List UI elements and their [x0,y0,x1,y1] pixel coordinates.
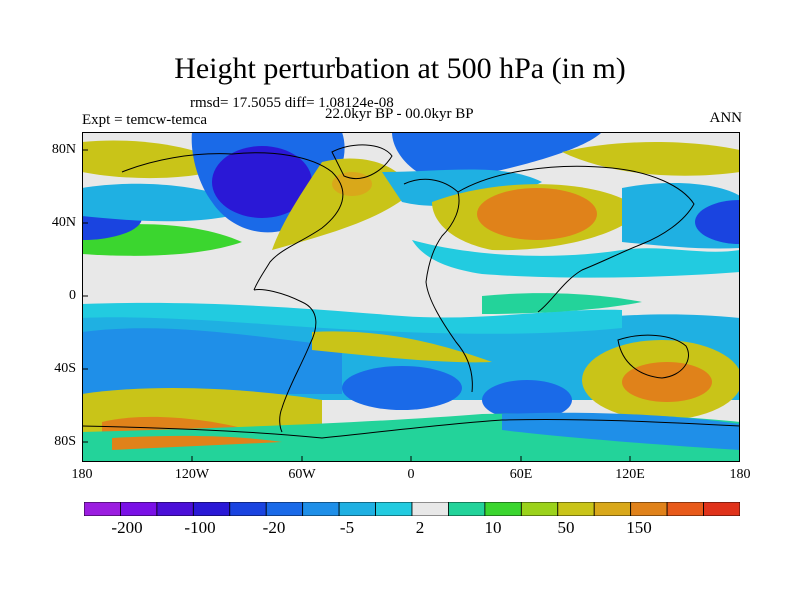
lat-tick-80s: 80S [54,434,76,449]
colorbar-swatch-7 [302,502,340,516]
coast-europe-africa [403,178,473,393]
colorbar-swatch-4 [192,502,231,516]
contour-east-pacific-blue [695,200,740,244]
colorbar-swatch-2 [120,502,158,516]
coast-australia [617,334,689,379]
contour-pacific-s-orange [622,362,712,402]
colorbar-label-5: 2 [415,518,425,537]
coast-greenland [331,144,393,179]
time-period-text: 22.0kyr BP - 00.0kyr BP [325,106,474,122]
colorbar-label-3: -20 [262,518,286,537]
colorbar-swatch-1 [84,502,121,516]
colorbar-swatch-16 [630,502,668,516]
lat-tick-40n: 40N [51,215,76,230]
contour-atlantic-s-yellow [312,331,492,363]
colorbar-swatch-3 [156,502,194,516]
lon-tick-180e: 180 [729,467,751,482]
coast-antarctica [82,418,740,439]
contour-north-atlantic-yellow [272,158,412,250]
colorbar-label-7: 50 [557,518,575,537]
contour-north-atlantic-orange [332,172,372,196]
contour-asia-orange [477,188,597,240]
contour-asia-cyan-south [412,240,740,278]
coast-asia [457,165,695,313]
colorbar-swatch-14 [557,502,595,516]
lon-tick-120w: 120W [174,467,210,482]
map-panel [82,132,740,462]
colorbar-label-6: 10 [484,518,502,537]
colorbar-swatch-8 [338,502,376,516]
colorbar-swatch-15 [593,502,632,516]
colorbar-swatch-5 [229,502,267,516]
map-border [82,132,740,462]
lat-tick-80n: 80N [51,142,76,157]
colorbar-label-8: 150 [626,518,652,537]
colorbar-label-2: -100 [184,518,216,537]
colorbar-swatch-6 [265,502,304,516]
colorbar-swatch-12 [484,502,522,516]
coastlines [82,144,740,439]
colorbar-label-1: -200 [111,518,143,537]
colorbar-swatch-18 [703,502,740,516]
season-label: ANN [709,110,743,126]
lon-tick-60w: 60W [288,467,316,482]
coast-south-america [253,289,317,433]
lat-tick-0: 0 [69,288,76,303]
colorbar [84,502,740,516]
contour-south-blue-band [82,328,342,394]
contour-atlantic-s-blue [342,366,462,410]
contour-arctic-east-yellow [562,142,740,176]
experiment-label: Expt = temcw-temca [82,112,208,128]
colorbar-swatch-13 [520,502,559,516]
lon-tick-120e: 120E [615,467,645,482]
colorbar-swatch-9 [375,502,413,516]
lon-tick-180w: 180 [71,467,93,482]
colorbar-label-4: -5 [339,518,355,537]
contour-tropics-cyan [82,302,622,334]
colorbar-swatch-11 [448,502,486,516]
colorbar-swatch-10 [411,502,449,516]
coast-north-america [121,152,344,291]
contour-arctic-yellow [82,140,232,179]
contour-equator-green-strip [482,293,642,314]
lon-tick-0: 0 [407,467,415,482]
rmsd-diff-text: rmsd= 17.5055 diff= 1.08124e-08 [190,95,394,111]
contour-eurasia-blue [392,132,602,182]
contour-antarctic-blue [502,412,740,450]
colorbar-swatch-17 [666,502,704,516]
lat-tick-40s: 40S [54,361,76,376]
contour-antarctic-orange [112,435,282,450]
contour-indian-s-blue [482,380,572,420]
lon-tick-60e: 60E [509,467,533,482]
contour-north-america-low [212,146,312,218]
figure-title: Height perturbation at 500 hPa (in m) [174,52,626,85]
